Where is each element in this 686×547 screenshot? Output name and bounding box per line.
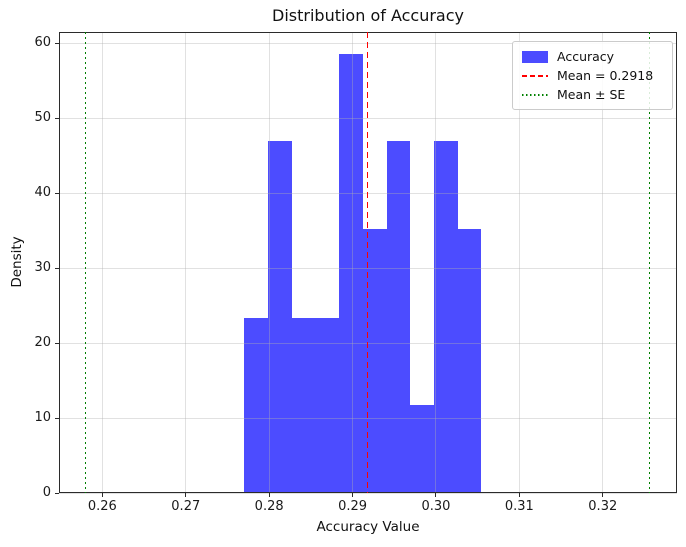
x-tick-mark [185,493,187,497]
x-tick-label: 0.27 [171,499,201,514]
mean-line [366,32,369,493]
histogram-bar [244,317,269,493]
x-gridline [352,32,354,493]
y-gridline [59,492,677,494]
se-lower-line [85,32,87,493]
legend-item-accuracy: Accuracy [522,49,663,64]
y-tick-label: 0 [42,485,51,500]
x-gridline [185,32,187,493]
chart-title: Distribution of Accuracy [272,6,464,25]
histogram-bar [457,229,482,493]
x-tick-label: 0.30 [421,499,451,514]
y-tick-mark [55,192,59,194]
x-gridline [101,32,103,493]
y-tick-label: 40 [34,185,51,201]
y-tick-mark [55,117,59,119]
y-tick-mark [55,42,59,44]
x-tick-label: 0.26 [87,499,117,514]
x-gridline [518,32,520,493]
legend-label: Mean ± SE [557,87,626,102]
y-tick-mark [55,267,59,269]
x-tick-mark [518,493,520,497]
x-gridline [435,32,437,493]
x-tick-mark [352,493,354,497]
y-tick-mark [55,342,59,344]
legend-item-mean-se: Mean ± SE [522,87,663,102]
y-axis-label: Density [9,236,25,288]
histogram-bar [410,405,434,493]
y-tick-mark [55,417,59,419]
legend-label: Mean = 0.2918 [557,68,654,83]
legend-label: Accuracy [557,49,615,64]
x-tick-mark [435,493,437,497]
legend-item-mean: Mean = 0.2918 [522,68,663,83]
legend: Accuracy Mean = 0.2918 Mean ± SE [512,41,673,110]
histogram-bar [315,317,340,493]
legend-dotted-line-icon [522,93,548,96]
histogram-bar [386,141,411,493]
y-tick-label: 60 [34,35,51,51]
histogram-bar [291,317,316,493]
x-gridline [602,32,604,493]
y-tick-label: 20 [34,335,51,351]
histogram-bar [433,141,458,493]
x-axis-label: Accuracy Value [316,519,420,535]
y-tick-mark [55,492,59,494]
legend-patch-icon [522,50,548,63]
x-tick-label: 0.31 [504,499,534,514]
se-upper-line [648,32,651,493]
x-tick-label: 0.29 [338,499,368,514]
histogram-bar [268,141,292,493]
y-tick-label: 30 [34,260,51,276]
x-tick-mark [602,493,604,497]
x-tick-label: 0.32 [588,499,618,514]
x-tick-mark [268,493,270,497]
legend-dashed-line-icon [522,74,548,77]
x-tick-label: 0.28 [254,499,284,514]
histogram-bar [362,229,387,493]
x-gridline [268,32,270,493]
y-tick-label: 50 [34,110,51,126]
x-tick-mark [101,493,103,497]
y-tick-label: 10 [34,410,51,426]
histogram-bar [339,53,363,493]
